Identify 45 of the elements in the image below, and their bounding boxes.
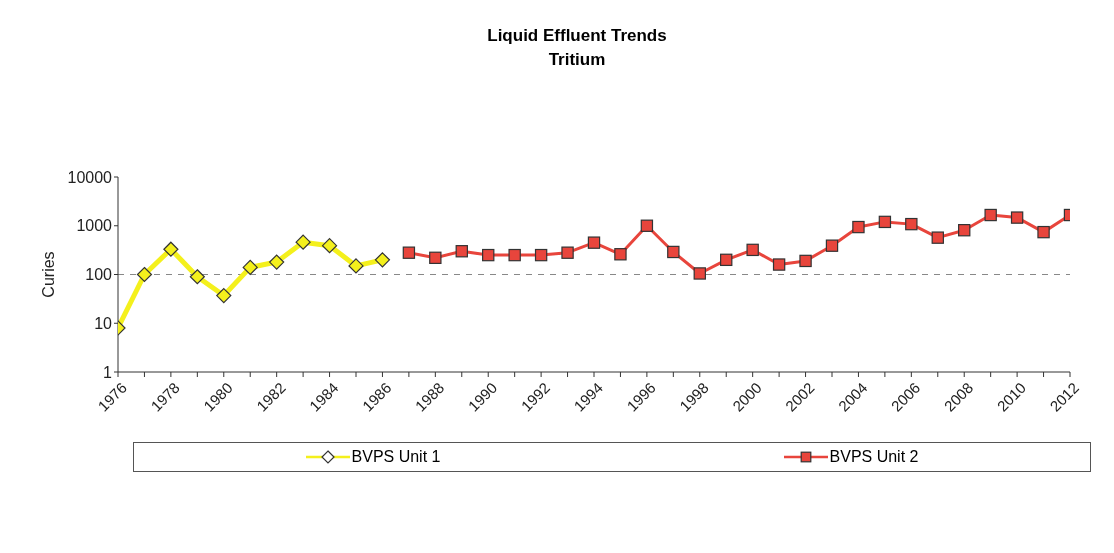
legend-label: BVPS Unit 2 (829, 448, 919, 466)
point (1010, 211, 1024, 224)
y-tick-label: 1 (103, 363, 113, 381)
point (1037, 225, 1050, 239)
point (455, 245, 468, 258)
y-tick-label: 1000 (76, 217, 113, 235)
point (667, 245, 680, 259)
point (348, 258, 364, 274)
point (772, 258, 786, 271)
point (720, 253, 733, 267)
point (984, 208, 997, 222)
point (852, 220, 865, 234)
point (295, 234, 311, 250)
point (905, 217, 918, 231)
chart-subtitle: Tritium (547, 49, 607, 71)
point (693, 267, 706, 280)
point (587, 236, 601, 249)
point (614, 248, 627, 261)
point (321, 238, 338, 254)
point (482, 248, 495, 262)
point (825, 239, 839, 252)
point (878, 215, 892, 229)
point (429, 251, 442, 265)
point (216, 287, 232, 304)
point (163, 241, 179, 257)
point (958, 224, 971, 237)
point (799, 254, 812, 268)
legend-label: BVPS Unit 1 (351, 448, 441, 466)
y-tick-label: 10000 (67, 168, 113, 186)
point (242, 259, 258, 275)
point (534, 248, 548, 262)
point (931, 231, 944, 244)
point (269, 254, 285, 270)
y-tick-label: 100 (85, 266, 113, 284)
chart-title: Liquid Effluent Trends (486, 25, 668, 47)
point (561, 246, 574, 259)
y-axis-title: Curies (39, 251, 57, 298)
point (374, 252, 391, 268)
point (136, 266, 153, 283)
y-tick-label: 10 (94, 314, 113, 332)
point (640, 219, 654, 232)
point (746, 243, 759, 257)
point (189, 269, 205, 285)
point (402, 246, 416, 259)
point (508, 248, 521, 262)
